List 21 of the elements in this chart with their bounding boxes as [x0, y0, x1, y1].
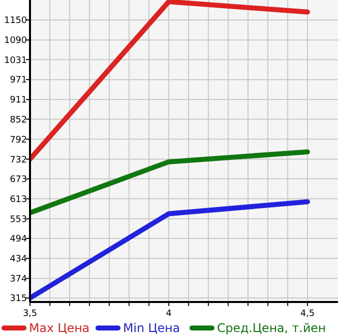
x-tick-label: 4 [166, 309, 172, 319]
y-tick-label: 374 [10, 274, 28, 285]
y-tick-label: 434 [10, 254, 28, 265]
legend-label: Min Цена [123, 321, 180, 335]
y-tick-label: 315 [10, 294, 27, 304]
x-tick-label: 4,5 [300, 309, 315, 319]
y-tick-label: 971 [10, 76, 27, 86]
y-tick-label: 911 [10, 96, 27, 106]
y-tick-label: 673 [10, 174, 27, 185]
y-tick-label: 792 [10, 135, 27, 146]
y-tick-label: 1150 [4, 16, 28, 26]
y-tick-label: 852 [10, 115, 27, 126]
y-tick-label: 553 [10, 214, 27, 225]
x-tick-label: 3,5 [22, 309, 38, 319]
y-tick-label: 1031 [4, 56, 27, 66]
y-tick-label: 494 [10, 234, 28, 245]
y-tick-label: 732 [10, 155, 27, 166]
y-tick-label: 1090 [4, 36, 28, 46]
legend-label: Max Цена [29, 321, 90, 335]
y-tick-label: 613 [10, 194, 27, 205]
legend-label: Сред.Цена, т.йен [217, 321, 326, 335]
